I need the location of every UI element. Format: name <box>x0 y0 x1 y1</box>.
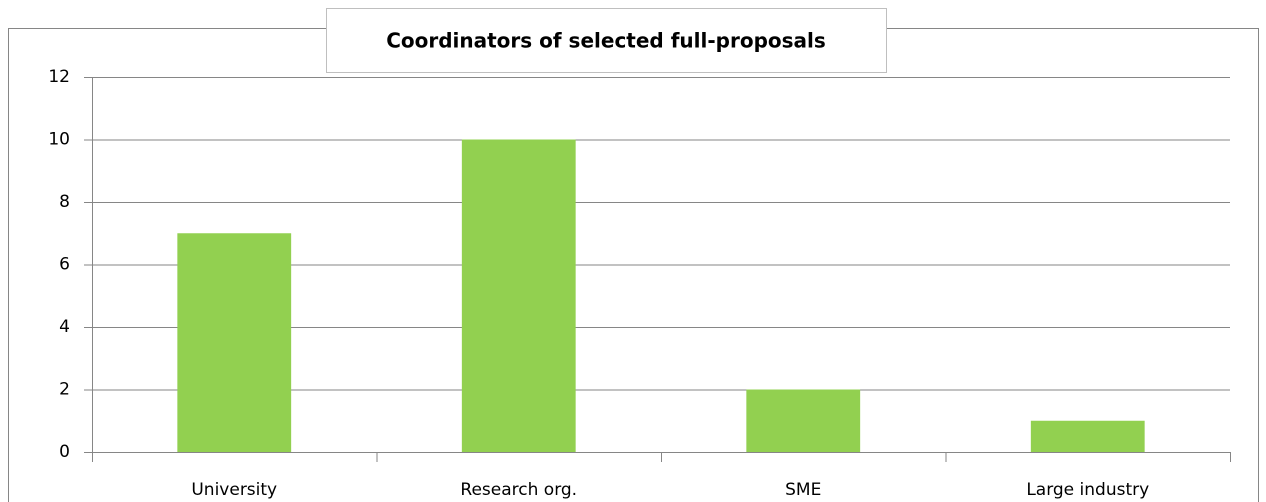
y-tick-label: 2 <box>59 380 70 400</box>
bar <box>1030 420 1145 452</box>
y-tick-label: 8 <box>59 192 70 212</box>
x-tick-label: SME <box>785 480 821 500</box>
y-tick-label: 12 <box>48 67 70 87</box>
title-box <box>326 8 887 73</box>
y-tick-label: 10 <box>48 130 70 150</box>
x-tick-label: University <box>191 480 277 500</box>
x-tick-label: Large industry <box>1026 480 1149 500</box>
y-tick-label: 4 <box>59 317 70 337</box>
bar <box>746 389 861 452</box>
y-tick-label: 6 <box>59 255 70 275</box>
chart-title: Coordinators of selected full-proposals <box>386 29 826 53</box>
y-tick-label: 0 <box>59 442 70 462</box>
bar <box>461 139 576 452</box>
x-tick-label: Research org. <box>460 480 577 500</box>
bar <box>177 233 292 452</box>
